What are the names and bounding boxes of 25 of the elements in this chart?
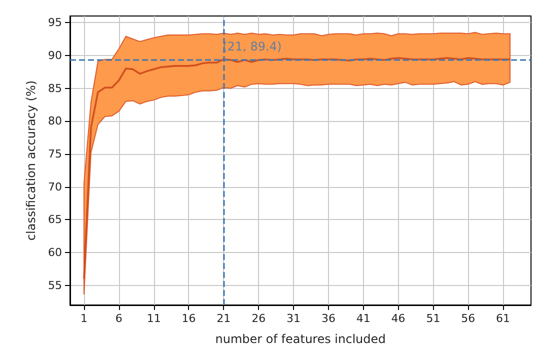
x-tick-label: 46 — [391, 312, 406, 325]
x-tick-label: 6 — [115, 312, 122, 325]
x-tick-label: 56 — [461, 312, 476, 325]
x-tick-label: 16 — [182, 312, 196, 325]
y-tick-label: 65 — [48, 213, 62, 226]
annotation: (21, 89.4) — [222, 39, 282, 54]
x-tick-label: 41 — [356, 312, 370, 325]
x-tick-label: 26 — [252, 312, 266, 325]
x-tick-label: 31 — [286, 312, 301, 325]
x-tick-label: 21 — [216, 312, 231, 325]
x-tick-label: 61 — [496, 312, 510, 325]
x-tick-label: 1 — [80, 312, 88, 325]
x-tick-label: 51 — [426, 312, 440, 325]
y-axis-title: classification accuracy (%) — [24, 80, 38, 241]
y-tick-label: 60 — [48, 246, 62, 259]
x-tick-label: 36 — [321, 312, 336, 325]
y-tick-label: 80 — [48, 114, 62, 128]
y-tick-label: 70 — [48, 180, 62, 194]
y-tick-label: 75 — [48, 147, 62, 160]
y-tick-label: 55 — [48, 278, 62, 292]
y-tick-label: 90 — [48, 48, 62, 62]
y-tick-label: 95 — [48, 16, 62, 30]
x-axis-title: number of features included — [215, 332, 386, 346]
x-tick-label: 11 — [146, 312, 161, 325]
y-tick-label: 85 — [48, 82, 62, 95]
